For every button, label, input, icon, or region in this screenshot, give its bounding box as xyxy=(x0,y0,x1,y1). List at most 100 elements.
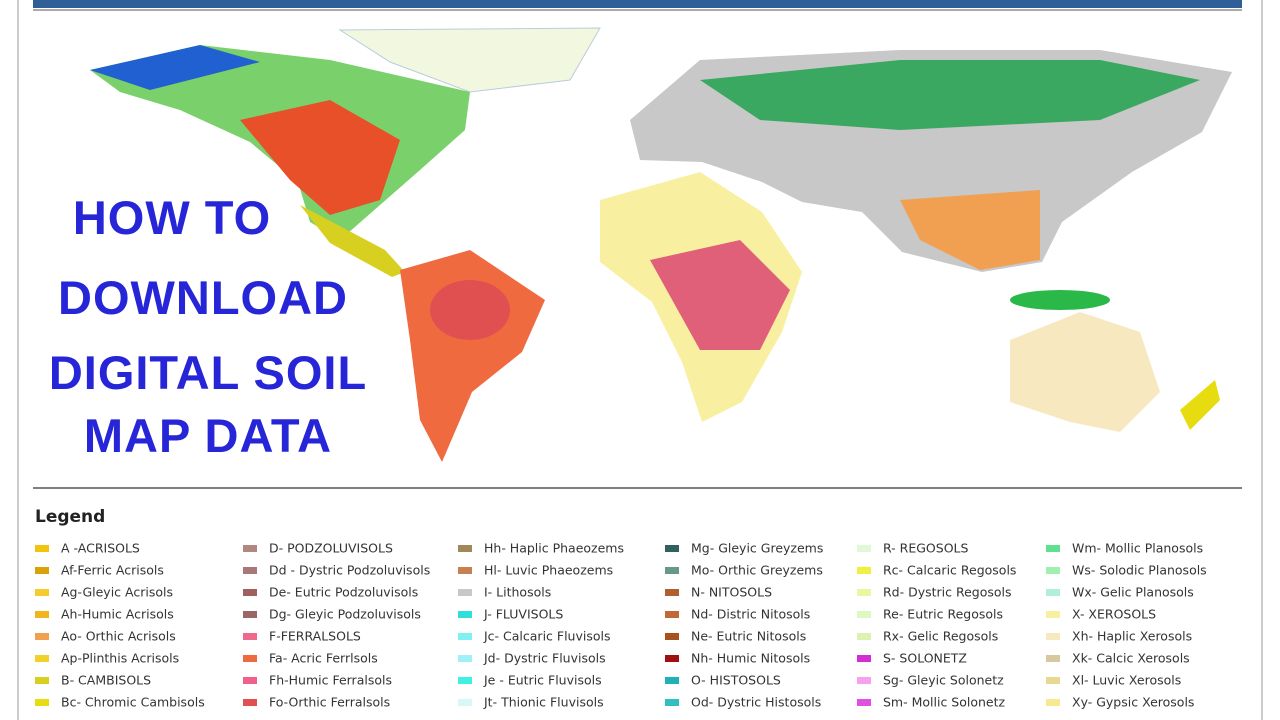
legend-label: A -ACRISOLS xyxy=(61,541,140,556)
legend-swatch xyxy=(857,567,871,574)
legend-swatch xyxy=(665,589,679,596)
legend-swatch xyxy=(857,699,871,706)
legend-label: Xk- Calcic Xerosols xyxy=(1072,651,1190,666)
legend-label: Ah-Humic Acrisols xyxy=(61,607,174,622)
legend-swatch xyxy=(857,611,871,618)
legend-label: Ao- Orthic Acrisols xyxy=(61,629,176,644)
legend-label: Re- Eutric Regosols xyxy=(883,607,1003,622)
legend-label: Od- Dystric Histosols xyxy=(691,695,821,710)
legend-swatch xyxy=(857,677,871,684)
legend-label: Ne- Eutric Nitosols xyxy=(691,629,806,644)
legend-swatch xyxy=(243,589,257,596)
legend-swatch xyxy=(665,545,679,552)
legend-label: Rd- Dystric Regosols xyxy=(883,585,1012,600)
legend-label: N- NITOSOLS xyxy=(691,585,772,600)
central-america xyxy=(300,205,405,277)
legend-swatch xyxy=(458,655,472,662)
legend-label: Af-Ferric Acrisols xyxy=(61,563,164,578)
legend-swatch xyxy=(1046,699,1060,706)
legend-swatch xyxy=(243,633,257,640)
legend-label: Fo-Orthic Ferralsols xyxy=(269,695,390,710)
greenland xyxy=(338,27,601,93)
title-line: HOW TO xyxy=(73,191,271,244)
header-bar xyxy=(33,0,1242,8)
legend-swatch xyxy=(857,633,871,640)
legend-label: Jc- Calcaric Fluvisols xyxy=(483,629,611,644)
legend-swatch xyxy=(1046,677,1060,684)
legend-swatch xyxy=(1046,655,1060,662)
legend-swatch xyxy=(458,589,472,596)
legend-swatch xyxy=(35,699,49,706)
legend-label: Nd- Distric Nitosols xyxy=(691,607,810,622)
legend-swatch xyxy=(857,589,871,596)
legend-swatch xyxy=(857,655,871,662)
asia-south xyxy=(900,190,1040,270)
legend-label: I- Lithosols xyxy=(484,585,551,600)
legend-label: Jt- Thionic Fluvisols xyxy=(483,695,604,710)
legend-swatch xyxy=(243,545,257,552)
legend-label: Rc- Calcaric Regosols xyxy=(883,563,1016,578)
legend-label: Nh- Humic Nitosols xyxy=(691,651,810,666)
legend-label: F-FERRALSOLS xyxy=(269,629,361,644)
legend-label: Ws- Solodic Planosols xyxy=(1072,563,1207,578)
legend-swatch xyxy=(857,545,871,552)
legend-swatch xyxy=(35,567,49,574)
legend-swatch xyxy=(458,699,472,706)
title-line: MAP DATA xyxy=(84,409,332,462)
africa-patch xyxy=(650,240,790,350)
legend-swatch xyxy=(1046,611,1060,618)
title-line: DIGITAL SOIL xyxy=(49,346,367,399)
legend-swatch xyxy=(458,611,472,618)
legend-label: Xy- Gypsic Xerosols xyxy=(1072,695,1194,710)
eurasia-north xyxy=(700,60,1200,130)
legend-label: Rx- Gelic Regosols xyxy=(883,629,998,644)
legend-label: Dg- Gleyic Podzoluvisols xyxy=(269,607,421,622)
sa-patch xyxy=(430,280,510,340)
legend-label: Mg- Gleyic Greyzems xyxy=(691,541,823,556)
legend-swatch xyxy=(458,633,472,640)
legend-swatch xyxy=(243,611,257,618)
legend-swatch xyxy=(665,655,679,662)
legend-label: J- FLUVISOLS xyxy=(483,607,563,622)
legend-label: B- CAMBISOLS xyxy=(61,673,151,688)
legend-label: S- SOLONETZ xyxy=(883,651,967,666)
legend-label: Ag-Gleyic Acrisols xyxy=(61,585,173,600)
legend-swatch xyxy=(35,589,49,596)
legend-swatch xyxy=(665,611,679,618)
legend-label: X- XEROSOLS xyxy=(1072,607,1156,622)
legend-swatch xyxy=(35,633,49,640)
legend-label: Fh-Humic Ferralsols xyxy=(269,673,392,688)
legend-label: D- PODZOLUVISOLS xyxy=(269,541,393,556)
legend-swatch xyxy=(35,545,49,552)
legend-swatch xyxy=(665,677,679,684)
new-zealand xyxy=(1180,380,1220,430)
legend-swatch xyxy=(1046,545,1060,552)
legend: A -ACRISOLS Af-Ferric Acrisols Ag-Gleyic A… xyxy=(35,541,1207,710)
legend-swatch xyxy=(665,633,679,640)
indonesia xyxy=(1010,290,1110,310)
legend-swatch xyxy=(243,655,257,662)
legend-label: Xh- Haplic Xerosols xyxy=(1072,629,1192,644)
legend-label: Bc- Chromic Cambisols xyxy=(61,695,205,710)
legend-title: Legend xyxy=(35,507,105,527)
legend-label: Mo- Orthic Greyzems xyxy=(691,563,823,578)
legend-swatch xyxy=(243,677,257,684)
legend-swatch xyxy=(1046,567,1060,574)
legend-label: Dd - Dystric Podzoluvisols xyxy=(269,563,430,578)
legend-swatch xyxy=(35,655,49,662)
legend-swatch xyxy=(243,567,257,574)
legend-swatch xyxy=(458,677,472,684)
legend-label: Wm- Mollic Planosols xyxy=(1072,541,1203,556)
world-map xyxy=(90,27,1232,462)
title: HOW TO DOWNLOAD DIGITAL SOIL MAP DATA xyxy=(49,191,367,462)
legend-swatch xyxy=(243,699,257,706)
legend-label: Xl- Luvic Xerosols xyxy=(1072,673,1181,688)
legend-label: De- Eutric Podzoluvisols xyxy=(269,585,418,600)
legend-swatch xyxy=(1046,589,1060,596)
legend-label: Je - Eutric Fluvisols xyxy=(483,673,602,688)
legend-label: Fa- Acric Ferrlsols xyxy=(269,651,378,666)
legend-swatch xyxy=(458,567,472,574)
title-line: DOWNLOAD xyxy=(58,271,348,324)
legend-label: Hh- Haplic Phaeozems xyxy=(484,541,624,556)
